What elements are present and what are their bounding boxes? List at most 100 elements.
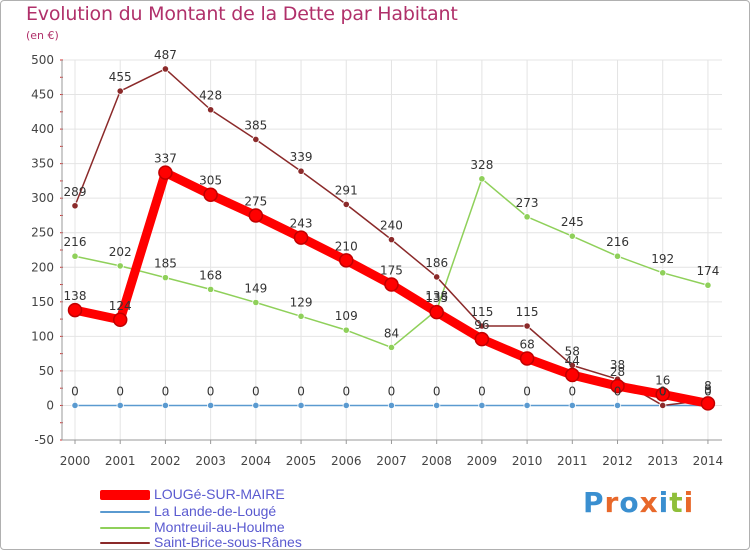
data-label: 96	[474, 318, 489, 332]
data-label: 109	[335, 309, 358, 323]
x-tick-label: 2004	[241, 454, 272, 468]
data-label: 0	[523, 384, 531, 398]
data-label: 0	[614, 384, 622, 398]
logo-letter: o	[619, 486, 640, 519]
series-marker-1	[252, 401, 260, 410]
data-label: 129	[290, 295, 313, 309]
series-marker-1	[342, 401, 350, 410]
legend-label: Montreuil-au-Houlme	[154, 519, 285, 535]
legend-swatch	[100, 490, 150, 500]
x-tick-label: 2003	[195, 454, 226, 468]
series-marker-1	[207, 401, 215, 410]
series-marker-2	[704, 281, 712, 289]
data-label: 210	[335, 239, 358, 253]
y-tick-label: 150	[31, 295, 54, 309]
y-tick-label: 50	[39, 364, 54, 378]
series-marker-3	[523, 322, 531, 330]
data-label: 68	[519, 337, 534, 351]
y-tick-label: 350	[31, 157, 54, 171]
y-tick-label: 0	[46, 398, 54, 412]
data-label: 0	[342, 384, 350, 398]
data-label: 16	[655, 373, 670, 387]
x-tick-label: 2006	[331, 454, 362, 468]
series-marker-3	[433, 273, 441, 281]
series-marker-3	[116, 87, 124, 95]
data-label: 245	[561, 215, 584, 229]
legend-label: La Lande-de-Lougé	[154, 503, 277, 519]
data-label: 339	[290, 150, 313, 164]
series-marker-0	[384, 277, 399, 292]
x-tick-label: 2001	[105, 454, 136, 468]
series-marker-0	[474, 331, 490, 347]
data-label: 0	[71, 384, 79, 398]
y-tick-label: -50	[34, 433, 54, 447]
logo-letter: x	[639, 486, 659, 519]
logo-letter: P	[583, 486, 605, 519]
legend-label: Saint-Brice-sous-Rânes	[154, 534, 302, 550]
y-tick-label: 500	[31, 53, 54, 67]
series-marker-1	[71, 401, 79, 410]
chart-unit-label: (en €)	[26, 29, 59, 42]
logo-letter: r	[604, 486, 620, 519]
series-marker-2	[523, 213, 531, 221]
series-marker-0	[429, 304, 444, 320]
series-marker-1	[613, 401, 622, 410]
series-marker-2	[116, 262, 124, 270]
y-tick-label: 400	[31, 122, 54, 136]
x-tick-label: 2012	[602, 454, 633, 468]
series-marker-2	[387, 343, 396, 352]
legend-swatch	[100, 511, 150, 513]
data-label: 328	[470, 158, 493, 172]
series-marker-1	[116, 401, 124, 410]
series-marker-0	[610, 378, 625, 394]
series-marker-2	[342, 326, 350, 334]
series-marker-0	[248, 208, 264, 223]
series-marker-3	[387, 236, 396, 244]
data-label: 0	[116, 384, 124, 398]
series-marker-2	[613, 252, 622, 260]
data-label: 58	[565, 344, 580, 358]
series-marker-2	[568, 232, 576, 240]
series-marker-3	[207, 106, 215, 114]
data-label: 0	[568, 384, 576, 398]
data-label: 0	[297, 384, 305, 398]
data-label: 455	[109, 70, 132, 84]
data-label: 216	[64, 235, 87, 249]
logo-letter: i	[658, 486, 670, 519]
series-marker-0	[700, 396, 716, 411]
data-label: 0	[478, 384, 486, 398]
data-label: 0	[252, 384, 260, 398]
series-marker-3	[161, 65, 170, 73]
series-marker-1	[568, 401, 576, 410]
data-label: 0	[388, 384, 396, 398]
data-label: 44	[565, 354, 580, 368]
series-marker-0	[293, 230, 309, 245]
data-label: 385	[244, 118, 267, 132]
data-label: 0	[433, 384, 441, 398]
x-tick-label: 2011	[557, 454, 588, 468]
data-label: 0	[659, 384, 667, 398]
series-marker-3	[342, 200, 350, 208]
x-tick-label: 2008	[421, 454, 452, 468]
data-label: 186	[425, 256, 448, 270]
data-label: 168	[199, 268, 222, 282]
x-tick-label: 2013	[647, 454, 678, 468]
data-label: 28	[610, 365, 625, 379]
legend-label: LOUGé-SUR-MAIRE	[154, 486, 285, 502]
series-marker-0	[158, 165, 173, 180]
logo-letter: t	[669, 486, 684, 519]
data-label: 428	[199, 89, 222, 103]
x-tick-label: 2009	[467, 454, 498, 468]
series-marker-2	[71, 252, 79, 260]
x-tick-label: 2007	[376, 454, 407, 468]
series-marker-1	[161, 401, 170, 410]
x-tick-label: 2014	[693, 454, 724, 468]
series-marker-1	[297, 401, 305, 410]
x-tick-label: 2000	[60, 454, 91, 468]
data-label: 135	[425, 291, 448, 305]
series-marker-2	[478, 175, 486, 183]
x-tick-label: 2002	[150, 454, 181, 468]
data-label: 8	[704, 379, 712, 393]
data-label: 174	[696, 264, 719, 278]
chart-title: Evolution du Montant de la Dette par Hab…	[26, 3, 458, 25]
